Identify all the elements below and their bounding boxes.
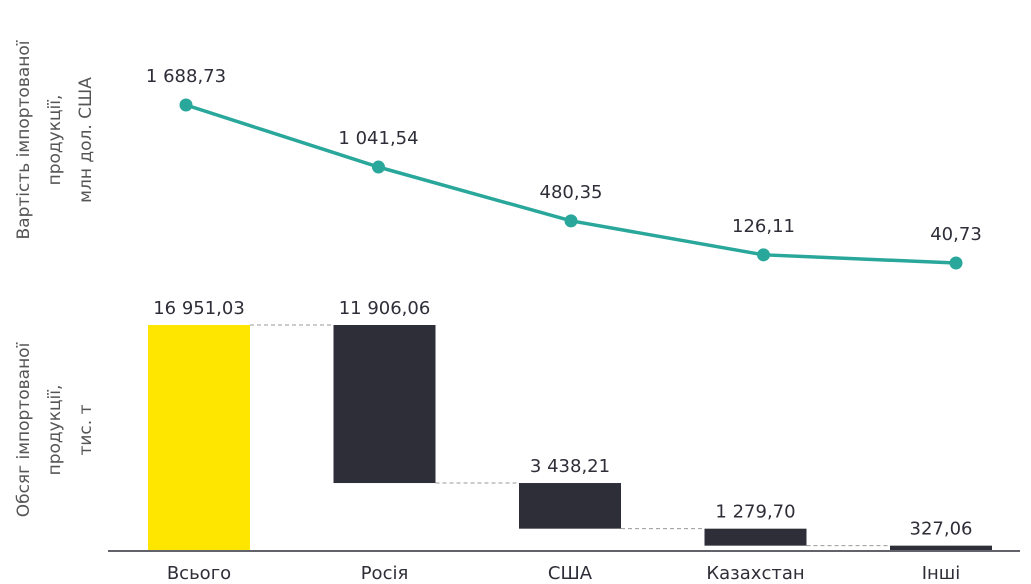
data-label: 480,35 xyxy=(540,182,603,203)
y-axis-label: тис. т xyxy=(76,404,96,455)
y-axis-label: млн дол. США xyxy=(76,77,96,203)
data-label: 1 041,54 xyxy=(338,128,418,149)
y-axis-label: продукції, xyxy=(45,95,65,186)
y-axis-label: Вартість імпортованої xyxy=(14,40,34,239)
point xyxy=(757,248,770,262)
data-label: 126,11 xyxy=(732,216,795,237)
data-label: 1 688,73 xyxy=(146,66,226,87)
data-label: 1 279,70 xyxy=(715,502,795,523)
bar xyxy=(890,545,992,550)
point xyxy=(564,214,578,228)
bar xyxy=(148,325,250,550)
bar xyxy=(519,483,621,529)
data-label: 40,73 xyxy=(930,224,982,245)
data-label: 16 951,03 xyxy=(153,298,245,319)
y-axis-label: продукції, xyxy=(45,385,65,476)
data-label: 11 906,06 xyxy=(339,298,431,319)
data-label: 327,06 xyxy=(910,519,973,540)
x-tick-label: США xyxy=(548,563,593,584)
point xyxy=(949,256,963,270)
point xyxy=(372,160,385,174)
x-tick-label: Інші xyxy=(922,563,961,584)
x-tick-label: Росія xyxy=(361,563,409,584)
bar xyxy=(704,528,807,546)
x-tick-label: Всього xyxy=(167,563,231,584)
bar xyxy=(333,325,436,484)
y-axis-label: Обсяг імпортованої xyxy=(14,342,34,517)
point xyxy=(179,98,193,112)
data-label: 3 438,21 xyxy=(530,456,610,477)
x-tick-label: Казахстан xyxy=(706,563,804,584)
